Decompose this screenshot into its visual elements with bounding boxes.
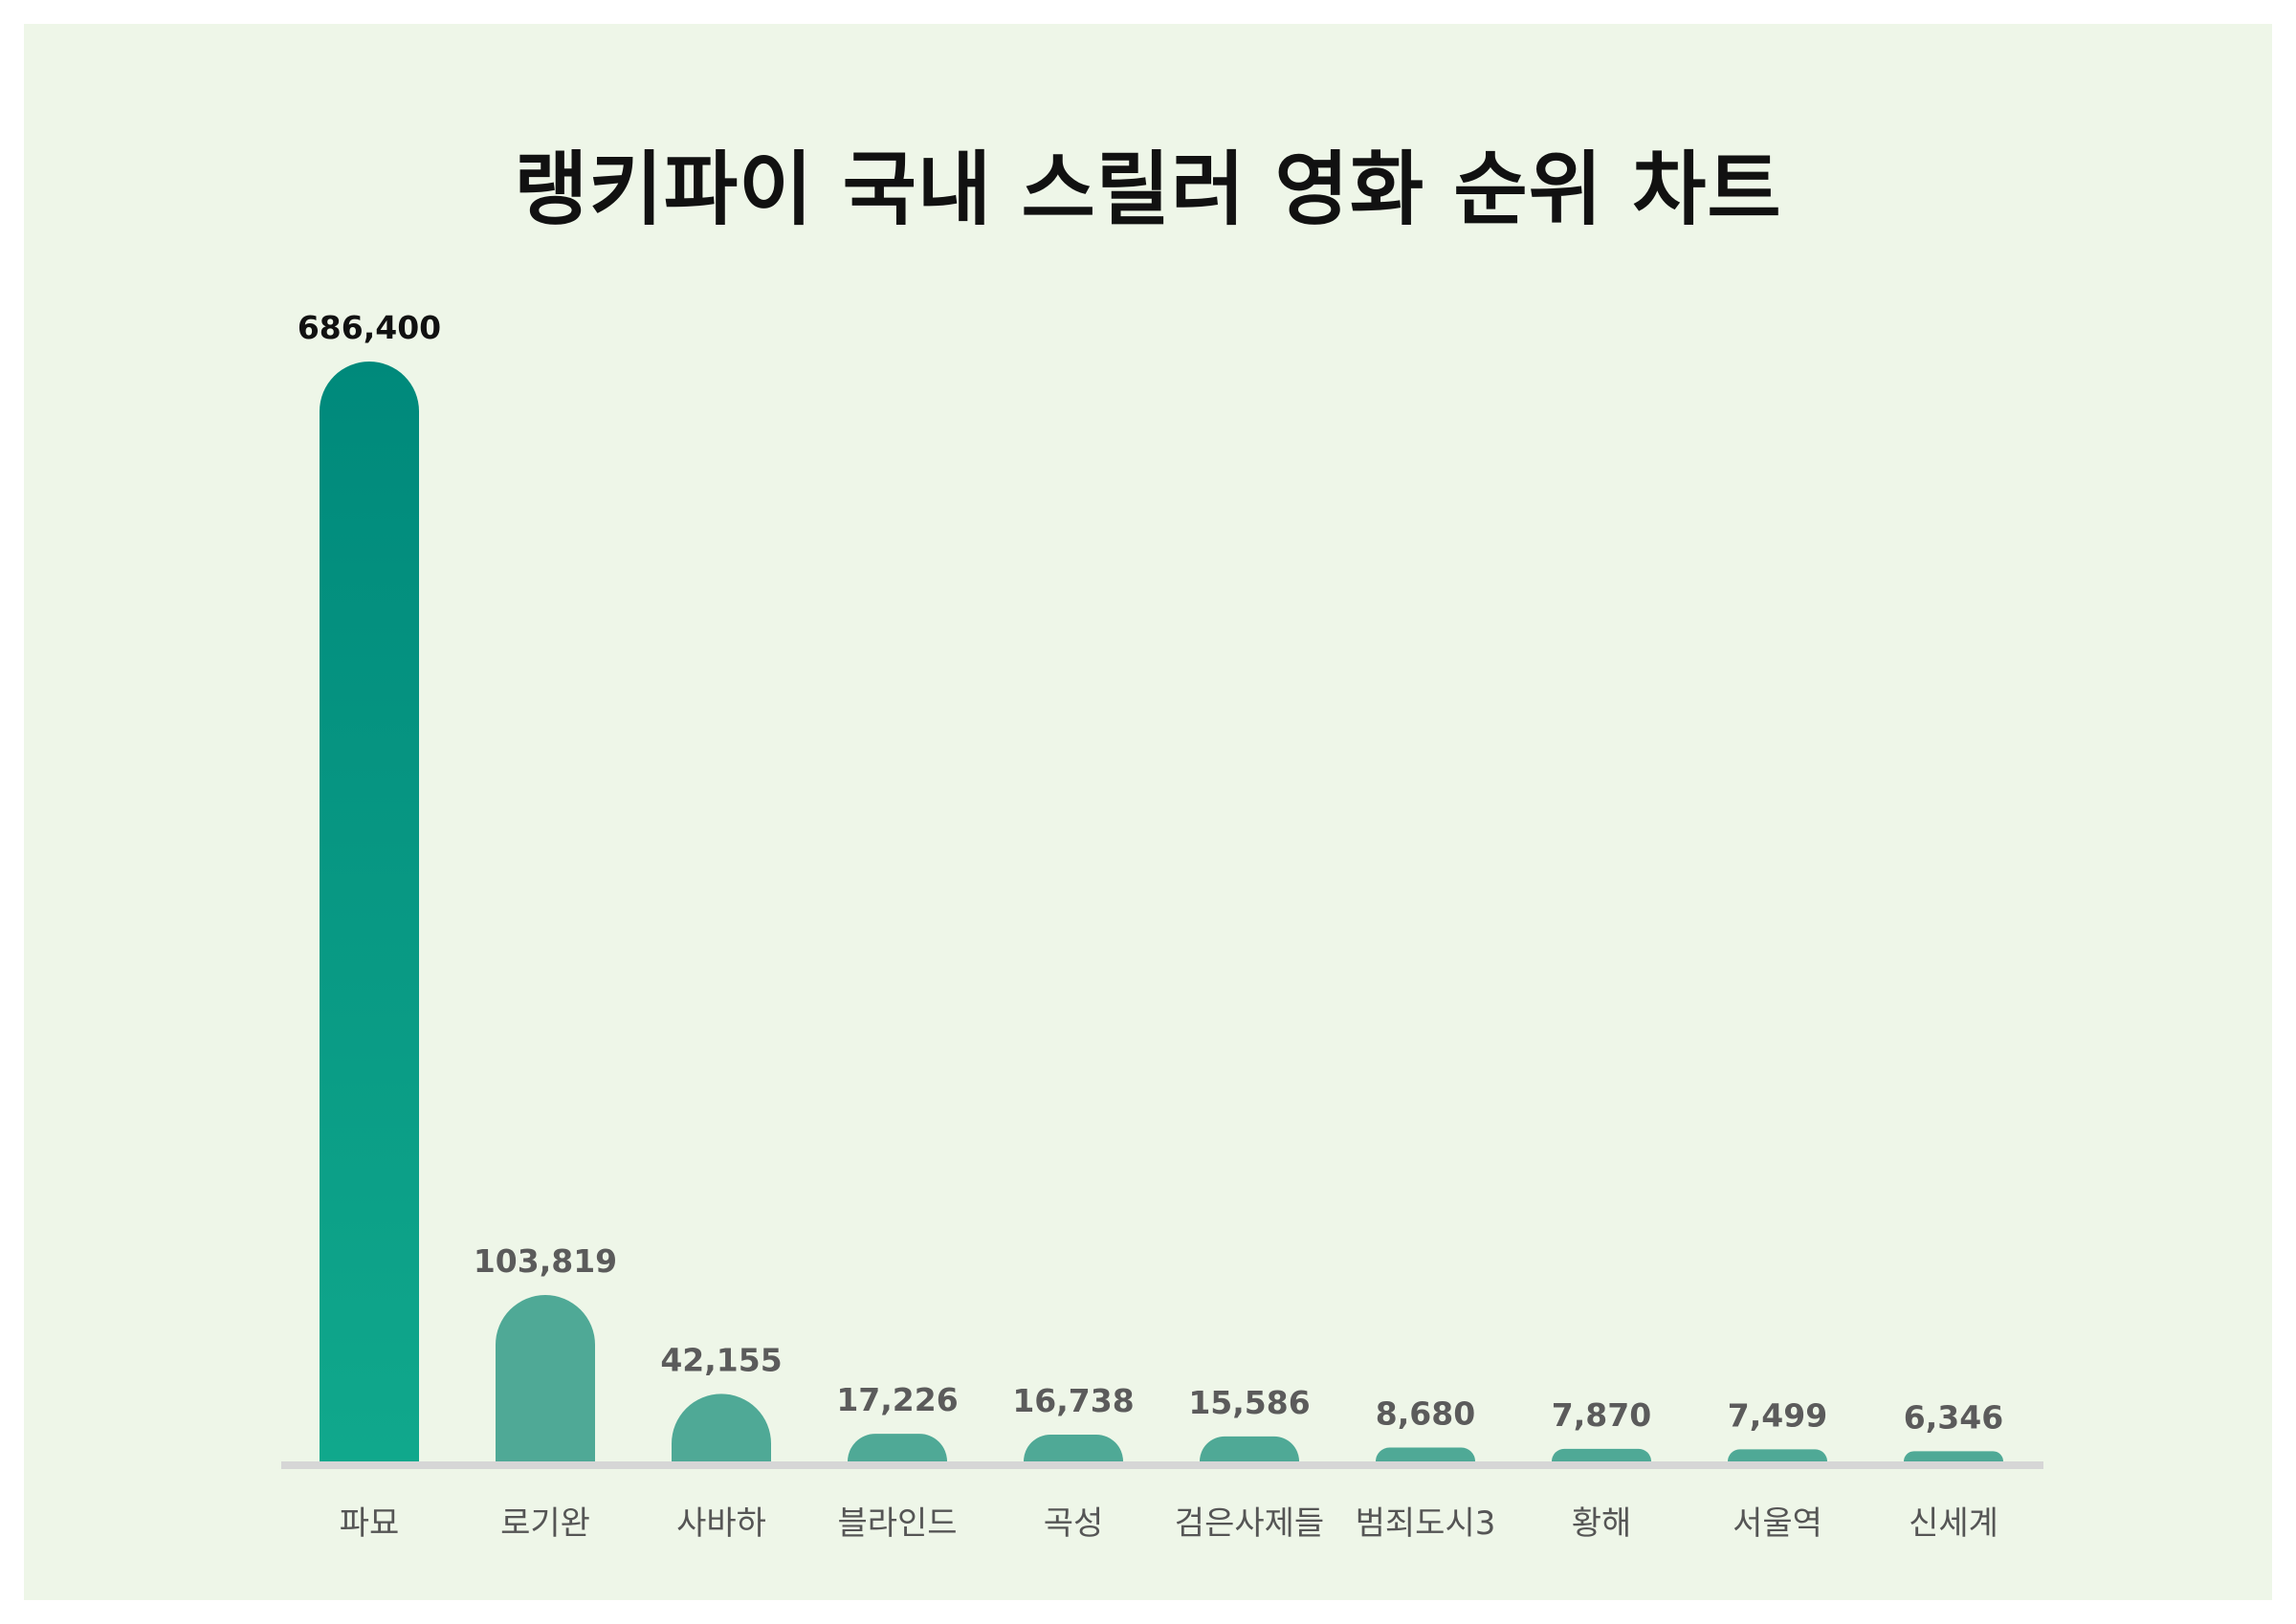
category-label-6: 검은사제들 xyxy=(1175,1504,1324,1543)
bar-3 xyxy=(672,1394,771,1461)
value-label-10: 6,346 xyxy=(1904,1398,2003,1436)
bar-5 xyxy=(1024,1434,1123,1461)
value-label-2: 103,819 xyxy=(474,1242,617,1280)
bar-7 xyxy=(1376,1447,1475,1461)
bar-8 xyxy=(1552,1448,1651,1461)
category-label-7: 범죄도시3 xyxy=(1356,1504,1496,1543)
bar-1 xyxy=(320,362,419,1461)
value-labels-group: 686,400 103,819 42,155 17,226 16,738 15,586 8,… xyxy=(298,309,2003,1436)
category-label-8: 황해 xyxy=(1572,1504,1632,1543)
value-label-8: 7,870 xyxy=(1552,1396,1651,1434)
chart-title: 랭키파이 국내 스릴러 영화 순위 차트 xyxy=(514,143,1782,236)
category-label-4: 블라인드 xyxy=(837,1504,957,1543)
value-label-5: 16,738 xyxy=(1012,1382,1134,1419)
value-label-4: 17,226 xyxy=(836,1381,958,1418)
category-label-10: 신세계 xyxy=(1909,1504,1998,1543)
category-label-2: 로기완 xyxy=(500,1504,590,1543)
category-label-9: 서울역 xyxy=(1733,1504,1822,1543)
category-label-1: 파묘 xyxy=(340,1504,400,1543)
category-label-3: 사바하 xyxy=(676,1504,766,1543)
bars-group xyxy=(320,362,2003,1461)
value-label-6: 15,586 xyxy=(1188,1384,1310,1421)
value-label-7: 8,680 xyxy=(1376,1394,1475,1432)
category-label-5: 곡성 xyxy=(1044,1504,1104,1543)
category-labels-group: 파묘 로기완 사바하 블라인드 곡성 검은사제들 범죄도시3 황해 서울역 신세계 xyxy=(340,1504,1998,1543)
value-label-1: 686,400 xyxy=(298,309,441,346)
bar-9 xyxy=(1728,1449,1827,1461)
bar-4 xyxy=(848,1434,947,1461)
value-label-9: 7,499 xyxy=(1728,1396,1827,1434)
value-label-3: 42,155 xyxy=(660,1341,782,1378)
bar-6 xyxy=(1200,1436,1299,1461)
bar-2 xyxy=(496,1295,595,1461)
bar-10 xyxy=(1904,1451,2003,1461)
